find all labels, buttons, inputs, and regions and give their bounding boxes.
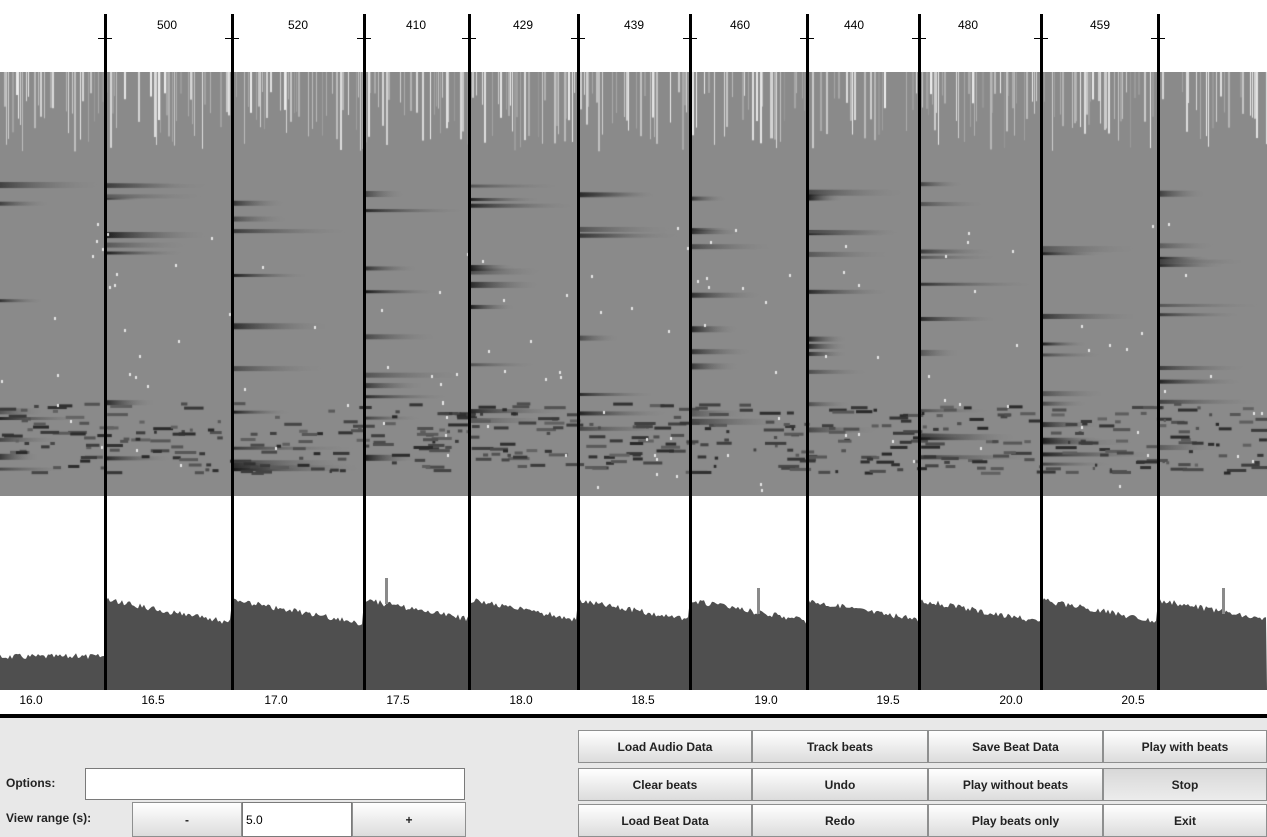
stop-button[interactable]: Stop xyxy=(1103,768,1267,801)
interval-label: 439 xyxy=(623,18,645,32)
onset-function-panel[interactable] xyxy=(0,496,1267,690)
time-tick-label: 17.0 xyxy=(264,693,288,707)
spectrogram[interactable] xyxy=(0,72,1267,496)
time-tick-label: 19.0 xyxy=(754,693,778,707)
interval-label: 429 xyxy=(512,18,534,32)
time-tick-label: 16.5 xyxy=(141,693,165,707)
view-range-decrease-button[interactable]: - xyxy=(132,802,242,837)
time-tick-label: 17.5 xyxy=(386,693,410,707)
options-label: Options: xyxy=(6,776,56,790)
time-axis: 16.0 16.5 17.0 17.5 18.0 18.5 19.0 19.5 … xyxy=(0,690,1267,718)
redo-button[interactable]: Redo xyxy=(752,804,928,837)
beat-marker[interactable] xyxy=(1040,14,1043,690)
options-input[interactable] xyxy=(85,768,465,800)
beat-marker[interactable] xyxy=(1157,14,1160,690)
interval-label: 460 xyxy=(729,18,751,32)
beat-marker[interactable] xyxy=(806,14,809,690)
control-panel: Options: View range (s): - + Load Audio … xyxy=(0,718,1267,837)
beat-marker[interactable] xyxy=(918,14,921,690)
interval-label: 520 xyxy=(287,18,309,32)
play-with-beats-button[interactable]: Play with beats xyxy=(1103,730,1267,763)
beat-marker[interactable] xyxy=(689,14,692,690)
onset-peak-marker xyxy=(757,588,760,614)
time-tick-label: 18.5 xyxy=(631,693,655,707)
beat-marker[interactable] xyxy=(577,14,580,690)
play-without-beats-button[interactable]: Play without beats xyxy=(928,768,1103,801)
onset-peak-marker xyxy=(1222,588,1225,614)
track-beats-button[interactable]: Track beats xyxy=(752,730,928,763)
time-tick-label: 20.5 xyxy=(1121,693,1145,707)
view-range-label: View range (s): xyxy=(6,811,92,825)
interval-label: 500 xyxy=(156,18,178,32)
time-tick-label: 18.0 xyxy=(509,693,533,707)
save-beat-data-button[interactable]: Save Beat Data xyxy=(928,730,1103,763)
time-tick-label: 19.5 xyxy=(876,693,900,707)
beat-marker[interactable] xyxy=(363,14,366,690)
interval-label: 480 xyxy=(957,18,979,32)
onset-envelope-area xyxy=(0,597,1267,690)
interval-label: 410 xyxy=(405,18,427,32)
interval-label: 459 xyxy=(1089,18,1111,32)
beat-marker[interactable] xyxy=(104,14,107,690)
inter-beat-interval-ruler: 500 520 410 429 439 460 440 480 459 xyxy=(0,0,1267,72)
view-range-increase-button[interactable]: + xyxy=(352,802,466,837)
onset-envelope xyxy=(0,578,1267,690)
interval-label: 440 xyxy=(843,18,865,32)
clear-beats-button[interactable]: Clear beats xyxy=(578,768,752,801)
onset-peak-marker xyxy=(385,578,388,604)
play-beats-only-button[interactable]: Play beats only xyxy=(928,804,1103,837)
time-tick-label: 20.0 xyxy=(999,693,1023,707)
undo-button[interactable]: Undo xyxy=(752,768,928,801)
view-range-input[interactable] xyxy=(242,802,352,837)
beat-marker[interactable] xyxy=(231,14,234,690)
beat-marker[interactable] xyxy=(468,14,471,690)
exit-button[interactable]: Exit xyxy=(1103,804,1267,837)
time-tick-label: 16.0 xyxy=(19,693,43,707)
load-audio-data-button[interactable]: Load Audio Data xyxy=(578,730,752,763)
load-beat-data-button[interactable]: Load Beat Data xyxy=(578,804,752,837)
